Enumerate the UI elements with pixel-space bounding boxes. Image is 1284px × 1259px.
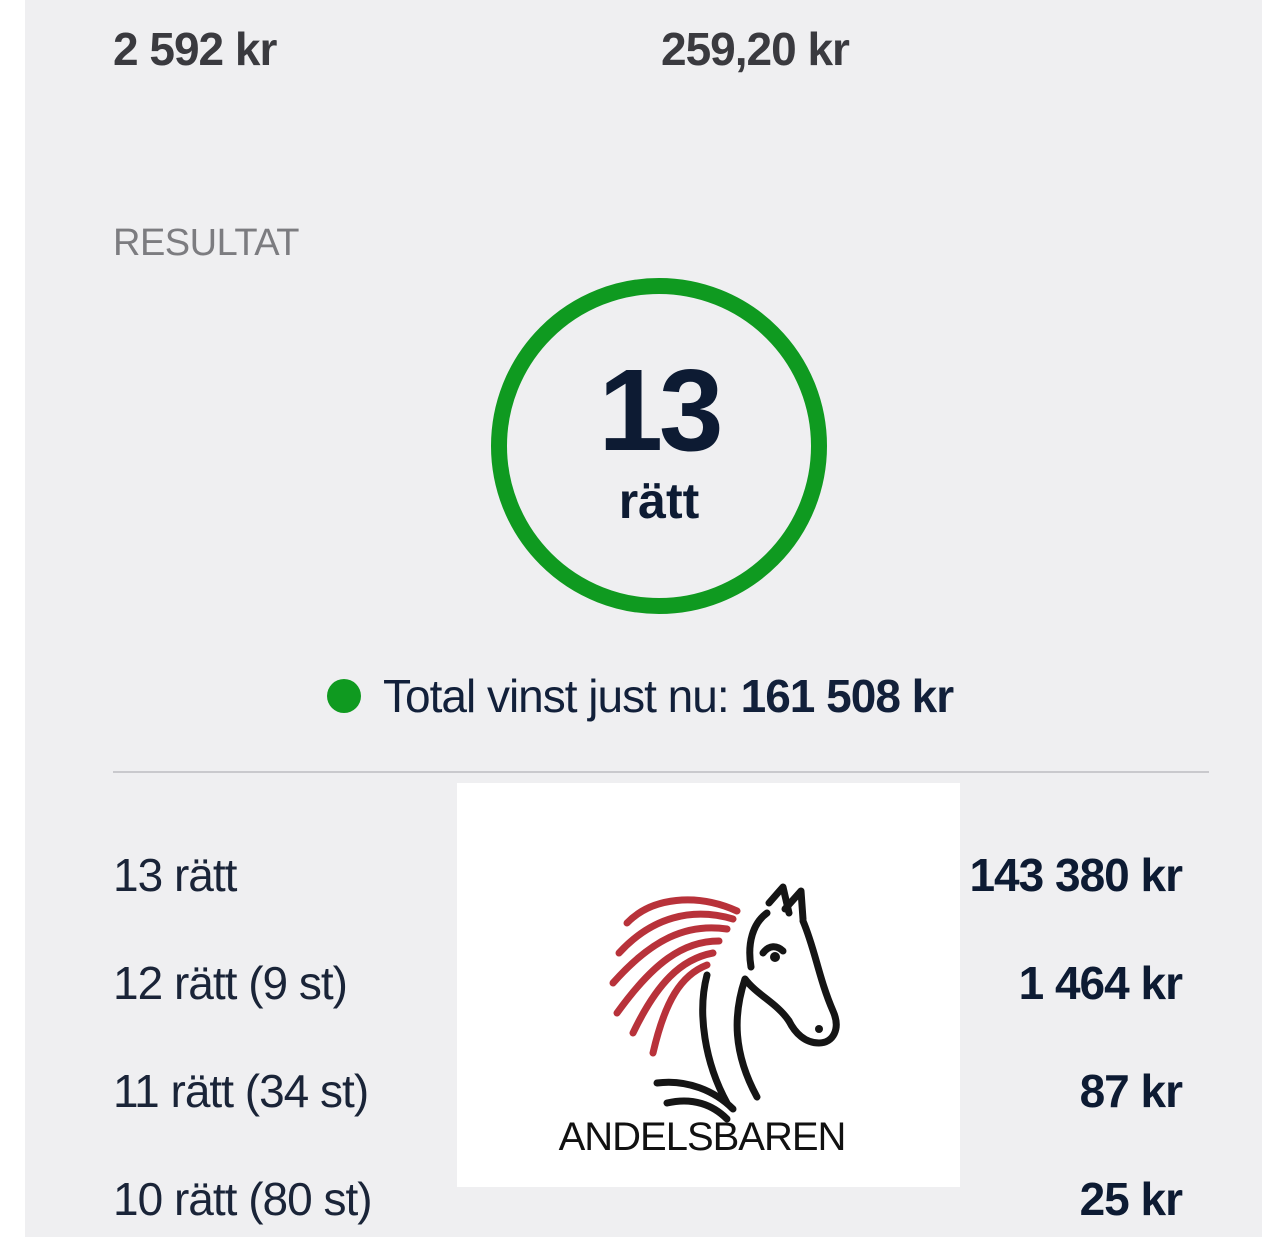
prize-row-amount: 25 kr (1079, 1173, 1183, 1225)
total-win-value: 161 508 kr (740, 670, 955, 722)
summary-right-value: 259,20 kr (661, 23, 850, 75)
total-win-label: Total vinst just nu: (383, 670, 730, 722)
prize-row-amount: 143 380 kr (969, 849, 1183, 901)
correct-count: 13 (598, 345, 723, 475)
summary-left-value: 2 592 kr (113, 23, 277, 75)
prize-row-amount: 1 464 kr (1018, 957, 1183, 1009)
andelsbaren-logo: ANDELSBAREN (457, 783, 960, 1187)
total-win-row: Total vinst just nu: 161 508 kr (327, 668, 955, 724)
section-label-resultat: RESULTAT (113, 222, 300, 264)
status-dot-icon (327, 679, 361, 713)
correct-unit: rätt (618, 473, 700, 529)
prize-row-label: 10 rätt (80 st) (113, 1173, 373, 1225)
result-ring (491, 278, 827, 614)
prize-row-label: 12 rätt (9 st) (113, 957, 348, 1009)
prize-row-label: 13 rätt (113, 849, 237, 901)
prize-row-label: 11 rätt (34 st) (113, 1065, 369, 1117)
horse-head-icon (609, 883, 840, 1123)
result-panel: 2 592 kr 259,20 kr RESULTAT 13 rätt Tota… (25, 0, 1262, 1237)
prize-row-amount: 87 kr (1079, 1065, 1183, 1117)
divider (113, 771, 1209, 773)
logo-wordmark: ANDELSBAREN (558, 1115, 847, 1159)
